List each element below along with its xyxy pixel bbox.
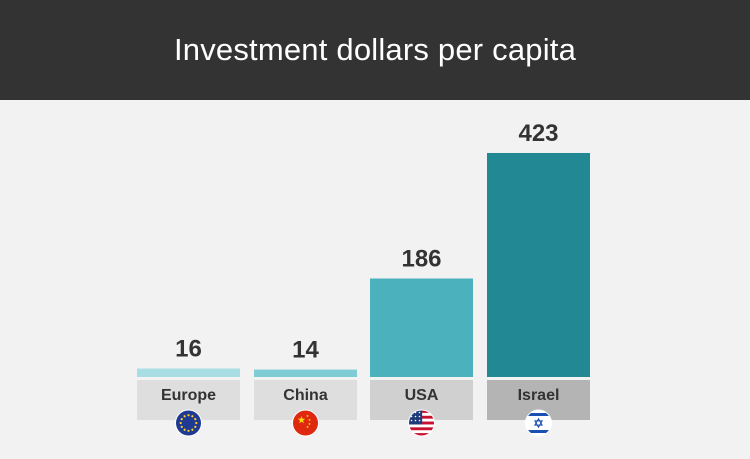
bar-israel [487, 153, 590, 377]
value-label-usa: 186 [401, 246, 441, 273]
chart-title: Investment dollars per capita [173, 32, 577, 67]
chart-header: Investment dollars per capita [0, 0, 750, 100]
bar-chart-svg: 16 Europe 14 China 186 USA 423 Israel [137, 120, 590, 437]
israel-flag-icon [525, 409, 552, 437]
value-label-china: 14 [292, 337, 319, 364]
category-label-israel: Israel [518, 387, 560, 404]
eu-flag-icon [175, 409, 202, 437]
china-flag-icon [292, 409, 319, 437]
value-label-europe: 16 [175, 336, 202, 363]
category-label-usa: USA [405, 387, 439, 404]
usa-flag-icon [408, 409, 435, 437]
value-label-israel: 423 [518, 120, 558, 147]
category-label-europe: Europe [161, 387, 216, 404]
bar-china [254, 369, 357, 377]
bar-usa [370, 278, 473, 377]
bar-chart: 16 Europe 14 China 186 USA 423 Israel [0, 100, 750, 459]
category-label-china: China [283, 387, 328, 404]
bar-europe [137, 368, 240, 377]
